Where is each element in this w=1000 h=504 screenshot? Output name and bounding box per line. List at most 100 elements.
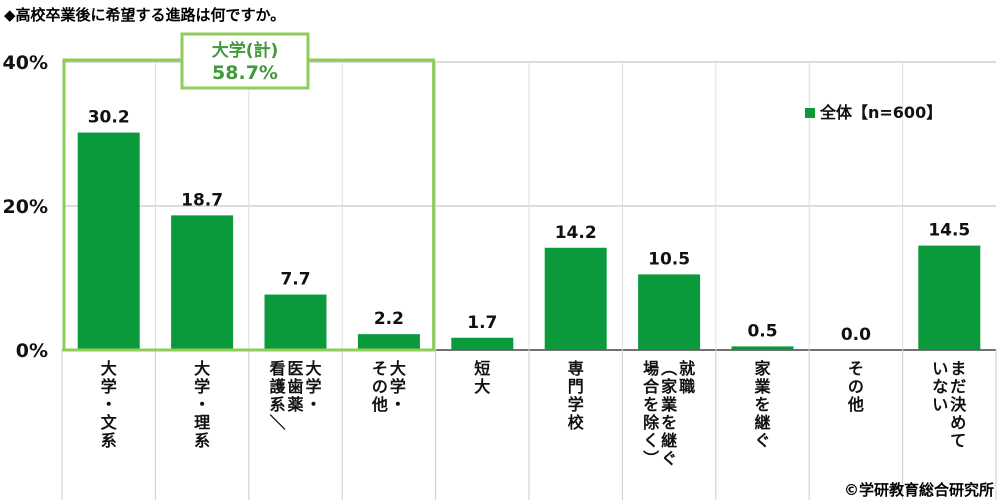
- category-char: 専: [568, 359, 584, 378]
- category-char: を: [754, 395, 770, 414]
- category-char: 家: [661, 377, 678, 396]
- category-char: 文: [101, 413, 118, 432]
- category-char: く: [643, 431, 659, 450]
- bar-value-label: 7.7: [280, 270, 310, 290]
- category-char: 大: [101, 359, 117, 378]
- category-char: 学: [101, 377, 117, 396]
- category-char: な: [932, 377, 948, 396]
- bar-value-label: 18.7: [181, 190, 223, 210]
- category-char: 大: [194, 359, 210, 378]
- legend: 全体【n=600】: [805, 103, 942, 122]
- y-tick-label: 40%: [3, 52, 48, 74]
- category-char: 職: [679, 377, 695, 396]
- bar-value-label: 0.5: [747, 321, 777, 341]
- category-char: 系: [101, 431, 117, 450]
- category-char: 薬: [286, 395, 304, 414]
- bar-value-label: 30.2: [88, 108, 130, 128]
- bar: [264, 294, 327, 350]
- bar: [357, 334, 420, 350]
- bar: [77, 132, 140, 350]
- category-char: 場: [643, 359, 659, 378]
- category-char: 歯: [287, 377, 303, 396]
- category-char: て: [950, 431, 966, 450]
- category-label: 大学・文系: [101, 359, 118, 450]
- category-char: 大: [305, 359, 321, 378]
- category-char: だ: [950, 377, 966, 396]
- university-total-callout: 大学(計)58.7%: [62, 32, 436, 352]
- category-char: ・: [101, 395, 117, 414]
- category-char: ・: [305, 395, 321, 414]
- category-char: 決: [950, 395, 967, 414]
- bar-value-label: 1.7: [467, 313, 497, 333]
- category-char: 系: [269, 395, 285, 414]
- bar-value-label: 0.0: [841, 325, 871, 345]
- category-char: 他: [371, 395, 388, 414]
- category-char: め: [950, 413, 966, 432]
- callout-box: [180, 32, 310, 90]
- legend-swatch: [805, 108, 815, 118]
- category-char: 他: [847, 395, 864, 414]
- category-char: 合: [643, 377, 660, 396]
- bar-value-label: 14.2: [555, 223, 597, 243]
- category-char: い: [932, 395, 948, 414]
- category-label: 短大: [474, 359, 490, 396]
- category-char: ・: [194, 395, 210, 414]
- category-char: 家: [754, 359, 771, 378]
- category-char: 除: [643, 413, 660, 432]
- category-label: その他: [847, 359, 864, 414]
- category-char: 学: [390, 377, 406, 396]
- category-char: 業: [660, 395, 678, 414]
- callout-value: 58.7%: [212, 62, 278, 84]
- category-char: 就: [679, 359, 695, 378]
- category-char: 校: [568, 413, 585, 432]
- category-char: そ: [848, 359, 864, 378]
- category-char: 大: [474, 377, 490, 396]
- y-axis-ticks: 0% 20% 40%: [3, 52, 48, 362]
- bar: [918, 245, 981, 350]
- y-tick-label: 0%: [16, 340, 48, 362]
- category-labels: 大学・文系大学・理系大学・医歯薬看護系／大学・その他短大専門学校就職（家業を継ぐ…: [101, 359, 968, 468]
- category-char: （: [659, 360, 678, 376]
- category-char: 系: [194, 431, 210, 450]
- category-char: ぐ: [661, 449, 677, 468]
- category-char: の: [372, 377, 388, 396]
- bar: [638, 274, 701, 350]
- category-char: 学: [568, 395, 584, 414]
- bar: [731, 346, 794, 350]
- bar: [451, 337, 514, 350]
- chart-title: ◆高校卒業後に希望する進路は何ですか。: [4, 6, 286, 24]
- callout-label: 大学(計): [212, 40, 279, 61]
- category-char: 医: [287, 359, 303, 378]
- category-char: を: [643, 395, 659, 414]
- category-char: ／: [268, 414, 287, 430]
- category-char: 継: [661, 431, 677, 450]
- bar-value-label: 10.5: [648, 249, 690, 269]
- category-char: 看: [268, 359, 285, 378]
- category-char: ぐ: [754, 431, 770, 450]
- category-char: 理: [194, 413, 210, 432]
- category-char: の: [848, 377, 864, 396]
- category-char: ま: [950, 359, 966, 378]
- legend-label: 全体【n=600】: [819, 103, 942, 122]
- category-char: 継: [754, 413, 770, 432]
- bars: [77, 132, 981, 350]
- category-char: ・: [390, 395, 406, 414]
- category-char: ）: [641, 450, 660, 466]
- bar: [544, 247, 607, 350]
- category-char: い: [932, 359, 948, 378]
- bar-value-label: 2.2: [374, 309, 404, 329]
- category-label: 大学・その他: [371, 359, 406, 414]
- category-char: 大: [390, 359, 406, 378]
- category-char: 門: [568, 377, 584, 396]
- category-char: 学: [305, 377, 321, 396]
- category-char: 学: [194, 377, 210, 396]
- copyright-text: ©学研教育総合研究所: [843, 481, 994, 499]
- category-char: 護: [269, 377, 286, 396]
- value-labels: 30.2 18.7 7.7 2.2 1.7 14.2 10.5 0.5 0.0 14.5: [88, 108, 971, 345]
